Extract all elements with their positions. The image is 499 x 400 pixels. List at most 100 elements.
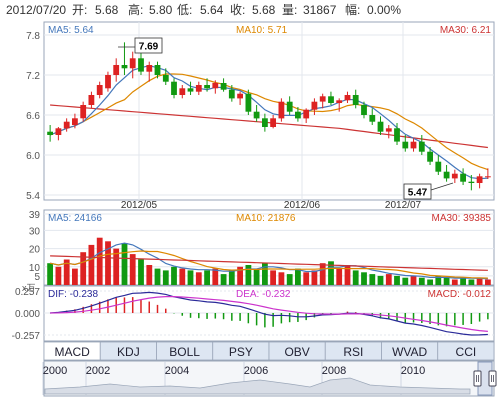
volume-bar (418, 277, 425, 285)
volume-bar (385, 274, 392, 285)
timeline-right-handle[interactable] (488, 370, 497, 387)
candle-body (105, 75, 111, 89)
candle-body (63, 121, 70, 129)
volume-bar (344, 265, 351, 285)
volume-bar (187, 270, 194, 285)
timeline-year-label: 2008 (322, 365, 346, 377)
volume-bar (88, 244, 95, 285)
tab-background (437, 341, 495, 361)
volume-bar (113, 248, 120, 285)
candle-body (369, 115, 376, 122)
volume-bar (121, 243, 128, 285)
timeline-year-label: 2002 (86, 365, 110, 377)
volume-bar (410, 275, 417, 285)
price-moving-averages (49, 65, 489, 180)
volume-ma30-label: MA30: 39385 (432, 213, 492, 224)
candle-body (319, 96, 326, 102)
volume-bar (443, 277, 450, 285)
candle-body (278, 101, 285, 119)
macd-dea-label: DEA: -0.232 (236, 289, 291, 300)
candle-body (121, 65, 128, 69)
macd-y-tick: 0.000 (15, 309, 40, 320)
candle-body (385, 128, 392, 132)
volume-bar (286, 274, 293, 285)
volume-bar (105, 241, 111, 285)
candle-body (237, 93, 243, 99)
macd-y-tick: -0.257 (12, 331, 41, 342)
volume-bar (228, 270, 235, 285)
candle-body (295, 111, 301, 119)
volume-y-tick: 39 (29, 210, 41, 221)
candle-body (212, 83, 219, 89)
volume-bar (55, 266, 62, 285)
candle-body (435, 161, 442, 172)
tab-label: WVAD (392, 345, 427, 359)
price-candles (47, 42, 491, 191)
candle-body (220, 83, 227, 90)
dif-line (50, 291, 488, 336)
volume-bar (204, 270, 210, 285)
candle-body (228, 89, 235, 99)
volume-bars (47, 237, 491, 285)
volume-bar (328, 261, 334, 285)
tab-macd[interactable]: MACD (43, 341, 101, 361)
candle-body (443, 171, 450, 179)
candle-body (410, 141, 417, 149)
tab-obv[interactable]: OBV (268, 341, 326, 361)
tab-label: BOLL (169, 345, 200, 359)
header-high-label: 高: (128, 2, 143, 17)
tab-kdj[interactable]: KDJ (99, 341, 157, 361)
volume-bar (394, 275, 400, 285)
ma30-line (50, 104, 488, 149)
volume-bar (253, 268, 260, 285)
header-low-label: 低: (177, 3, 192, 17)
volume-moving-averages (49, 242, 488, 280)
candle-body (72, 118, 78, 125)
macd-y-axis: 0.257 0.000 -0.257 (12, 287, 41, 342)
volume-ma10-label: MA10: 21876 (236, 213, 296, 224)
volume-bar (138, 259, 144, 285)
timeline-year-label: 2000 (43, 365, 67, 377)
macd-lines (50, 291, 488, 336)
header-open-value: 5.68 (95, 3, 119, 17)
volume-y-tick: 20 (29, 245, 41, 256)
tab-label: OBV (284, 345, 309, 359)
timeline-history-area (44, 377, 471, 395)
candle-body (47, 131, 53, 135)
ma10-line (49, 73, 489, 171)
volume-bar (96, 237, 103, 285)
tab-wvad[interactable]: WVAD (381, 341, 439, 361)
volume-bar (369, 274, 376, 285)
tab-boll[interactable]: BOLL (156, 341, 214, 361)
price-ma10-label: MA10: 5.71 (236, 25, 288, 36)
timeline-left-handle[interactable] (473, 370, 482, 387)
price-x-tick: 2012/05 (121, 200, 158, 211)
volume-bar (303, 272, 310, 285)
header-volume-label: 量: (282, 3, 297, 17)
macd-dif-label: DIF: -0.238 (48, 289, 98, 300)
volume-ma10-line (49, 250, 488, 279)
volume-unit: x万 (22, 283, 36, 293)
header-date: 2012/07/20 (6, 3, 66, 17)
volume-bar (460, 277, 466, 285)
volume-bar (245, 265, 252, 285)
tab-psy[interactable]: PSY (212, 341, 270, 361)
candle-body (352, 95, 359, 105)
volume-bar (237, 266, 243, 285)
candle-body (146, 65, 153, 72)
volume-ma5-label: MA5: 24166 (48, 213, 102, 224)
tab-cci[interactable]: CCI (437, 341, 495, 361)
candle-body (485, 176, 491, 178)
ma5-line (49, 65, 488, 180)
tab-rsi[interactable]: RSI (324, 341, 382, 361)
candle-body (286, 101, 293, 112)
tab-label: MACD (54, 345, 90, 359)
candle-body (476, 176, 483, 183)
candle-body (311, 101, 318, 110)
volume-ma5-line (49, 242, 488, 280)
candle-body (138, 58, 144, 72)
volume-bar (319, 263, 326, 285)
tab-label: PSY (229, 345, 253, 359)
candle-body (344, 95, 351, 101)
candle-body (245, 93, 252, 112)
